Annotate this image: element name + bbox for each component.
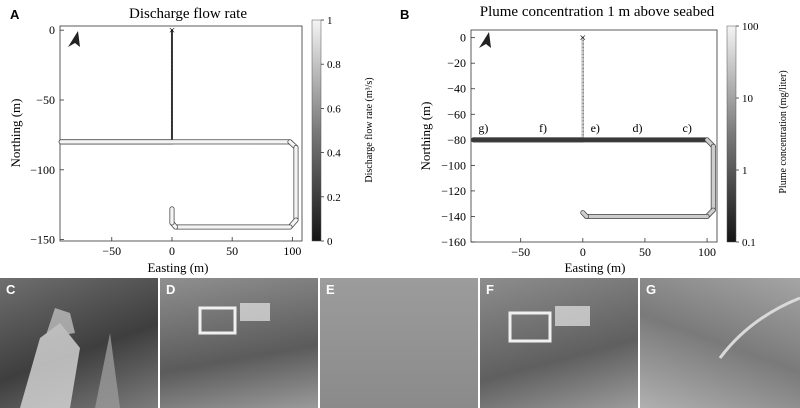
panel-a-x-axis-label: Easting (m) xyxy=(147,260,208,275)
photo-e: E xyxy=(320,278,478,408)
y-tick-label: −160 xyxy=(441,235,466,249)
panel-b-colorbar xyxy=(726,25,737,243)
panel-b-x-axis-label: Easting (m) xyxy=(564,260,625,275)
x-tick-label: 100 xyxy=(283,244,301,258)
panel-b-colorbar-ticks: 100 10 1 0.1 xyxy=(736,21,759,249)
track-section-label: e) xyxy=(591,121,600,135)
colorbar-tick-label: 1 xyxy=(327,15,333,27)
colorbar-tick-label: 0.8 xyxy=(327,59,341,71)
track-segment xyxy=(581,210,589,219)
panel-a-colorbar-ticks: 1 0.8 0.6 0.4 0.2 0 xyxy=(321,15,341,248)
y-tick-label: −40 xyxy=(447,82,466,96)
figure-canvas: A Discharge flow rate −50 0 50 100 0−50−100… xyxy=(8,4,789,275)
colorbar-tick-label: 10 xyxy=(742,93,754,105)
y-tick-label: −80 xyxy=(447,133,466,147)
x-tick-label: 50 xyxy=(226,244,238,258)
panel-b-y-axis-label: Northing (m) xyxy=(418,102,433,171)
panel-a-start-marker: × xyxy=(169,23,176,37)
panel-b-track xyxy=(470,36,716,219)
panel-a-y-axis-label: Northing (m) xyxy=(8,99,23,168)
panel-b-title: Plume concentration 1 m above seabed xyxy=(480,4,715,20)
y-tick-label: −100 xyxy=(441,158,466,172)
track-section-label: g) xyxy=(478,121,488,135)
panel-a: A Discharge flow rate −50 0 50 100 0 −50 −100… xyxy=(8,6,375,275)
coral-silhouette-icon xyxy=(20,308,120,408)
y-tick-label: −60 xyxy=(447,107,466,121)
north-arrow-icon xyxy=(479,32,491,48)
panel-b-x-ticks: −50 0 50 100 xyxy=(511,238,716,259)
x-tick-label: 0 xyxy=(169,244,175,258)
track-section-label: c) xyxy=(683,121,692,135)
x-tick-label: 50 xyxy=(639,245,651,259)
panel-a-track xyxy=(58,29,299,230)
y-tick-label: −140 xyxy=(441,209,466,223)
x-tick-label: 100 xyxy=(698,245,716,259)
panel-b-start-marker: × xyxy=(579,31,586,45)
colorbar-tick-label: 0.1 xyxy=(742,237,756,249)
y-tick-label: 0 xyxy=(49,23,55,37)
y-tick-label: −150 xyxy=(30,233,55,247)
x-tick-label: −50 xyxy=(102,244,121,258)
photo-f: F xyxy=(480,278,638,408)
track-section-label: f) xyxy=(539,121,547,135)
panel-a-title: Discharge flow rate xyxy=(129,6,247,22)
photo-e-label: E xyxy=(326,282,335,297)
sampler-frame-icon xyxy=(198,303,270,335)
photo-d-label: D xyxy=(166,282,176,297)
colorbar-tick-label: 0.6 xyxy=(327,103,341,115)
x-tick-label: 0 xyxy=(580,245,586,259)
photo-d: D xyxy=(160,278,318,408)
panel-b-y-ticks: 0 −20 −40 −60 −80 −100 −120 −140 −160 xyxy=(441,31,475,249)
north-arrow-icon xyxy=(68,31,80,47)
y-tick-label: −100 xyxy=(30,163,55,177)
colorbar-tick-label: 0.2 xyxy=(327,192,341,204)
panel-b-letter: B xyxy=(400,7,409,22)
panel-b: B Plume concentration 1 m above seabed −… xyxy=(400,4,789,275)
panel-a-colorbar-label: Discharge flow rate (m³/s) xyxy=(364,77,375,182)
panel-a-letter: A xyxy=(10,7,20,22)
photo-g-label: G xyxy=(646,282,657,297)
colorbar-tick-label: 100 xyxy=(742,21,759,33)
panel-a-x-ticks: −50 0 50 100 xyxy=(102,237,301,258)
photo-c: C xyxy=(0,278,158,408)
y-tick-label: 0 xyxy=(460,31,466,45)
panel-b-colorbar-label: Plume concentration (mg/liter) xyxy=(778,70,789,193)
y-tick-label: −120 xyxy=(441,184,466,198)
panel-a-colorbar xyxy=(311,19,322,242)
track-section-label: d) xyxy=(632,121,642,135)
photo-c-label: C xyxy=(6,282,16,297)
y-tick-label: −20 xyxy=(447,56,466,70)
panel-b-annotations: g) f) e) d) c) xyxy=(478,121,691,135)
photo-f-label: F xyxy=(486,282,494,297)
colorbar-tick-label: 0.4 xyxy=(327,148,341,160)
photo-g: G xyxy=(640,278,800,408)
panel-a-axes-frame xyxy=(59,25,303,242)
panel-b-axes-frame xyxy=(470,29,718,243)
sampler-frame-icon xyxy=(508,306,590,343)
x-tick-label: −50 xyxy=(511,245,530,259)
y-tick-label: −50 xyxy=(36,93,55,107)
colorbar-tick-label: 1 xyxy=(742,165,748,177)
cable-icon xyxy=(718,296,800,359)
colorbar-tick-label: 0 xyxy=(327,236,333,248)
panel-a-y-ticks: 0 −50 −100 −150 xyxy=(30,23,64,247)
